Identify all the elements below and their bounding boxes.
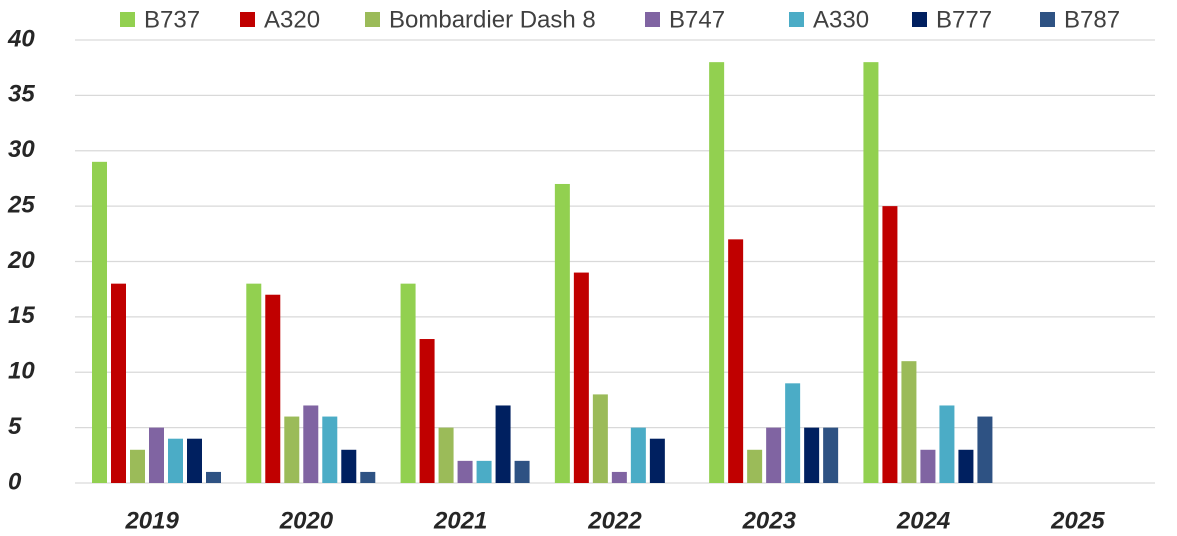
bar [149, 427, 164, 483]
bar [284, 416, 300, 483]
x-tick-label: 2021 [433, 507, 487, 534]
bar [709, 62, 725, 484]
y-tick-label: 20 [7, 247, 35, 274]
x-tick-label: 2020 [279, 507, 334, 534]
bar [187, 438, 202, 483]
y-tick-label: 35 [8, 81, 35, 108]
x-tick-label: 2022 [587, 507, 642, 534]
legend-label: B747 [669, 6, 725, 33]
bar [476, 460, 492, 483]
y-tick-label: 25 [7, 191, 35, 218]
x-tick-label: 2019 [124, 507, 179, 534]
bar [649, 438, 665, 483]
y-tick-label: 30 [8, 136, 35, 163]
x-tick-label: 2023 [742, 507, 797, 534]
bar [804, 427, 820, 483]
bar [457, 460, 473, 483]
bar [785, 383, 801, 483]
bar [573, 272, 589, 483]
y-tick-label: 15 [8, 302, 35, 329]
legend-label: A320 [264, 6, 320, 33]
bar [882, 206, 898, 483]
bar [920, 449, 936, 483]
bar [901, 361, 917, 483]
bar [766, 427, 782, 483]
bar [92, 161, 107, 483]
y-tick-label: 0 [8, 468, 22, 495]
bar [438, 427, 454, 483]
bar [303, 405, 319, 483]
bar [592, 394, 608, 483]
legend-label: A330 [813, 6, 869, 33]
bar [130, 449, 145, 483]
legend-swatch [912, 12, 927, 27]
legend-swatch [365, 12, 380, 27]
bar [554, 183, 570, 483]
bar [400, 283, 416, 483]
legend-label: Bombardier Dash 8 [389, 6, 596, 33]
bar [611, 471, 627, 483]
bar [747, 449, 763, 483]
bar [863, 62, 879, 484]
legend-swatch [645, 12, 660, 27]
bar [265, 294, 281, 483]
x-tick-label: 2025 [1050, 507, 1105, 534]
bar [246, 283, 262, 483]
legend-label: B787 [1064, 6, 1120, 33]
bar [168, 438, 183, 483]
bar [728, 239, 744, 483]
legend-swatch [120, 12, 135, 27]
y-tick-label: 40 [7, 25, 35, 52]
legend-swatch [789, 12, 804, 27]
bar [111, 283, 126, 483]
bar [514, 460, 530, 483]
bar [939, 405, 955, 483]
legend-label: B737 [144, 6, 200, 33]
bar [958, 449, 974, 483]
bar [322, 416, 338, 483]
y-tick-label: 5 [8, 413, 22, 440]
y-tick-label: 10 [8, 358, 35, 385]
bar [341, 449, 357, 483]
x-tick-label: 2024 [896, 507, 950, 534]
legend-label: B777 [936, 6, 992, 33]
legend-swatch [240, 12, 255, 27]
legend-swatch [1040, 12, 1055, 27]
bar [360, 471, 376, 483]
bar [977, 416, 993, 483]
bar [495, 405, 511, 483]
bar [206, 471, 221, 483]
bar [630, 427, 646, 483]
bar [823, 427, 839, 483]
bar [419, 339, 435, 483]
